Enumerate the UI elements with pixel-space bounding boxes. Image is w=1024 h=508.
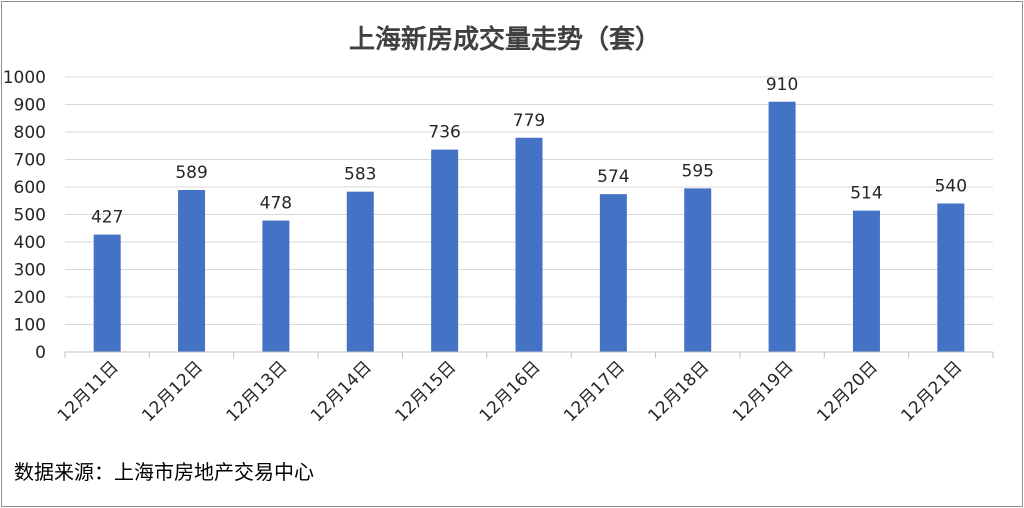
data-label: 574 (597, 167, 629, 187)
data-label: 736 (428, 123, 460, 143)
y-tick-label: 1000 (3, 68, 46, 88)
bar (515, 137, 543, 352)
bar (93, 234, 121, 352)
source-note: 数据来源：上海市房地产交易中心 (14, 460, 314, 484)
category-label: 12月12日 (138, 357, 207, 426)
category-label: 12月17日 (560, 357, 629, 426)
data-label: 589 (175, 163, 207, 183)
data-label: 427 (91, 208, 123, 228)
data-label: 779 (513, 111, 545, 131)
bar (262, 220, 290, 352)
data-labels: 427 589 478 583 736 779 574 595 910 514 540 (91, 75, 967, 228)
category-label: 12月18日 (644, 357, 713, 426)
bar (852, 210, 880, 352)
y-axis-ticks: 0 100 200 300 400 500 600 700 800 900 1000 (3, 68, 46, 363)
category-label: 12月21日 (898, 357, 967, 426)
y-tick-label: 700 (14, 151, 46, 171)
data-label: 478 (260, 194, 292, 214)
grid-lines (65, 76, 993, 325)
y-tick-label: 300 (14, 261, 46, 281)
category-label: 12月19日 (729, 357, 798, 426)
bar (599, 194, 627, 352)
chart-title: 上海新房成交量走势（套） (349, 24, 661, 55)
data-label: 514 (850, 184, 882, 204)
y-tick-label: 900 (14, 96, 46, 116)
category-label: 12月13日 (223, 357, 292, 426)
y-tick-label: 200 (14, 288, 46, 308)
bar (178, 190, 206, 352)
x-axis (64, 351, 994, 358)
bar (937, 203, 965, 352)
bars (93, 101, 965, 352)
bar (431, 149, 459, 352)
data-label: 595 (682, 161, 714, 181)
y-tick-label: 0 (35, 343, 46, 363)
y-tick-label: 800 (14, 123, 46, 143)
category-label: 12月11日 (54, 357, 123, 426)
data-label: 540 (935, 177, 967, 197)
data-label: 583 (344, 165, 376, 185)
category-labels: 12月11日 12月12日 12月13日 12月14日 12月15日 12月16日 12月1… (54, 357, 966, 426)
category-label: 12月14日 (307, 357, 376, 426)
bar (346, 191, 374, 352)
y-tick-label: 100 (14, 316, 46, 336)
category-label: 12月15日 (391, 357, 460, 426)
category-label: 12月20日 (813, 357, 882, 426)
y-tick-label: 400 (14, 233, 46, 253)
y-tick-label: 500 (14, 206, 46, 226)
bar (768, 101, 796, 352)
y-tick-label: 600 (14, 178, 46, 198)
category-label: 12月16日 (476, 357, 545, 426)
data-label: 910 (766, 75, 798, 95)
bar (684, 188, 712, 352)
